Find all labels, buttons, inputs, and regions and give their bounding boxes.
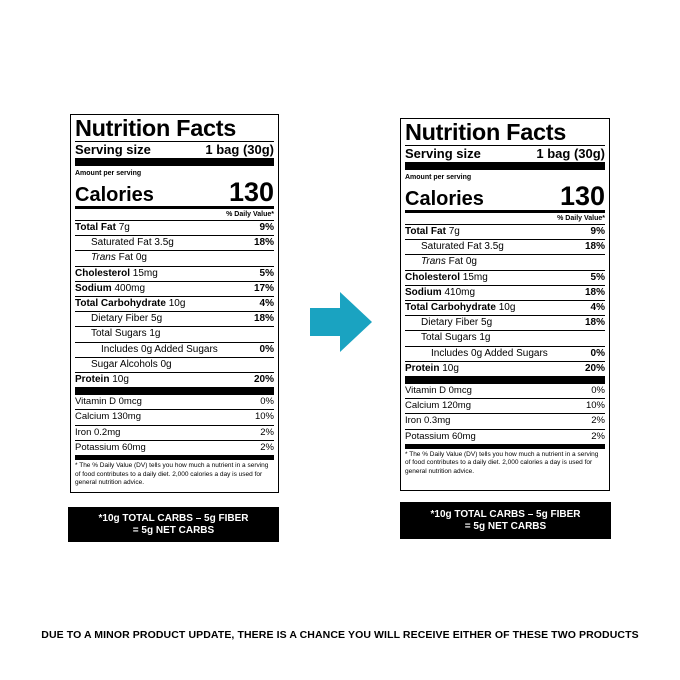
nutrient-row-sodium: Sodium 410mg 18% — [405, 284, 605, 300]
vitamins-section: Vitamin D 0mcg 0% Calcium 130mg 10% Iron 0… — [75, 395, 274, 455]
nutrient-row-protein: Protein 10g 20% — [405, 360, 605, 376]
divider-thick — [75, 387, 274, 396]
nutrient-row-saturated-fat: Saturated Fat 3.5g 18% — [75, 235, 274, 250]
footnote: * The % Daily Value (DV) tells you how m… — [405, 450, 599, 475]
divider-thick — [405, 162, 605, 170]
nutrient-row-total-fat: Total Fat 7g 9% — [405, 224, 605, 239]
nutrient-row-fiber: Dietary Fiber 5g 18% — [405, 315, 605, 330]
calories-row: Calories 130 — [75, 177, 274, 207]
daily-value-header: % Daily Value* — [75, 206, 274, 220]
amount-per-serving: Amount per serving — [75, 170, 142, 177]
nutrient-row-sugars: Total Sugars 1g — [405, 330, 605, 345]
calories-row: Calories 130 — [405, 181, 605, 211]
nutrient-row-added-sugars: Includes 0g Added Sugars 0% — [75, 341, 274, 357]
nutrient-row-carbohydrate: Total Carbohydrate 10g 4% — [405, 300, 605, 315]
vitamin-row: Vitamin D 0mcg 0% — [405, 385, 605, 397]
divider-medium — [75, 455, 274, 461]
nutrient-row-total-fat: Total Fat 7g 9% — [75, 220, 274, 235]
nutrition-label-new: Nutrition Facts Serving size 1 bag (30g)… — [400, 118, 610, 491]
nutrient-row-saturated-fat: Saturated Fat 3.5g 18% — [405, 239, 605, 254]
vitamin-row: Potassium 60mg 2% — [405, 428, 605, 444]
nutrient-row-added-sugars: Includes 0g Added Sugars 0% — [405, 345, 605, 361]
nutrient-row-cholesterol: Cholesterol 15mg 5% — [405, 269, 605, 285]
vitamin-row: Vitamin D 0mcg 0% — [75, 396, 274, 408]
divider-thick — [75, 158, 274, 166]
serving-size-row: Serving size 1 bag (30g) — [405, 145, 605, 161]
label-title: Nutrition Facts — [75, 115, 236, 141]
net-carbs-banner-new: *10g TOTAL CARBS – 5g FIBER = 5g NET CAR… — [400, 502, 611, 539]
footnote: * The % Daily Value (DV) tells you how m… — [75, 462, 269, 487]
nutrient-row-protein: Protein 10g 20% — [75, 372, 274, 387]
vitamin-row: Calcium 130mg 10% — [75, 409, 274, 424]
calories-value: 130 — [228, 177, 274, 207]
vitamin-row: Calcium 120mg 10% — [405, 398, 605, 413]
nutrient-row-sodium: Sodium 400mg 17% — [75, 280, 274, 296]
nutrient-row-sugars: Total Sugars 1g — [75, 326, 274, 341]
label-title: Nutrition Facts — [405, 119, 566, 145]
product-update-disclaimer: DUE TO A MINOR PRODUCT UPDATE, THERE IS … — [41, 629, 639, 641]
arrow-right-icon — [310, 292, 372, 352]
amount-per-serving: Amount per serving — [405, 174, 472, 181]
vitamins-section: Vitamin D 0mcg 0% Calcium 120mg 10% Iron 0… — [405, 384, 605, 444]
nutrient-row-trans-fat: Trans Fat 0g — [405, 254, 605, 269]
vitamin-row: Iron 0.3mg 2% — [405, 413, 605, 428]
nutrient-row-sugar-alcohols: Sugar Alcohols 0g — [75, 356, 274, 372]
nutrient-row-cholesterol: Cholesterol 15mg 5% — [75, 265, 274, 281]
daily-value-header: % Daily Value* — [405, 210, 605, 224]
nutrient-row-trans-fat: Trans Fat 0g — [75, 250, 274, 265]
divider-medium — [405, 443, 605, 449]
serving-size-row: Serving size 1 bag (30g) — [75, 141, 274, 157]
divider-thick — [405, 376, 605, 385]
vitamin-row: Iron 0.2mg 2% — [75, 424, 274, 440]
nutrient-row-fiber: Dietary Fiber 5g 18% — [75, 311, 274, 326]
nutrition-label-old: Nutrition Facts Serving size 1 bag (30g)… — [70, 114, 279, 493]
calories-value: 130 — [559, 181, 605, 211]
nutrient-row-carbohydrate: Total Carbohydrate 10g 4% — [75, 296, 274, 311]
net-carbs-banner-old: *10g TOTAL CARBS – 5g FIBER = 5g NET CAR… — [68, 507, 279, 542]
vitamin-row: Potassium 60mg 2% — [75, 439, 274, 455]
